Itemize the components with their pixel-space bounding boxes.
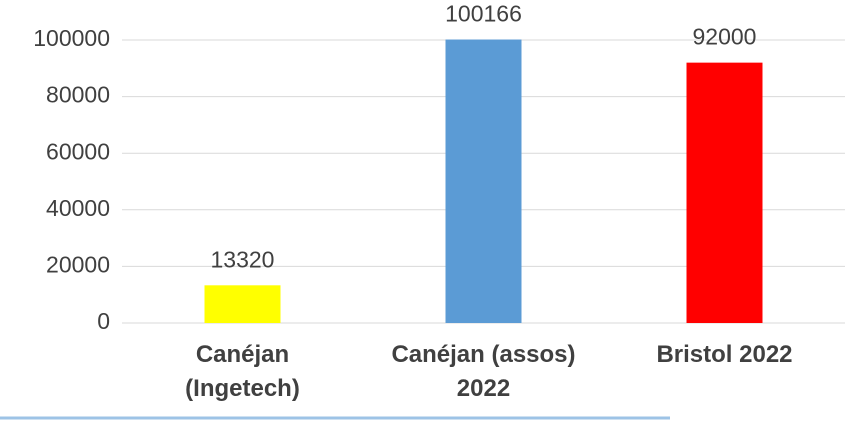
x-tick-label: Canéjan (assos) 2022 xyxy=(391,341,576,402)
bar xyxy=(686,62,763,323)
x-tick-label: Bristol 2022 xyxy=(656,341,793,368)
y-tick-label: 0 xyxy=(97,308,110,334)
y-tick-label: 20000 xyxy=(46,251,110,277)
y-tick-label: 60000 xyxy=(46,138,110,164)
data-label: 100166 xyxy=(445,1,522,27)
y-tick-label: 80000 xyxy=(46,82,110,108)
data-label: 13320 xyxy=(211,246,275,272)
x-tick-label: Canéjan (Ingetech) xyxy=(185,341,300,402)
y-tick-label: 40000 xyxy=(46,195,110,221)
bar xyxy=(204,285,281,323)
bar xyxy=(445,39,522,324)
data-label: 92000 xyxy=(693,24,757,50)
y-tick-label: 100000 xyxy=(33,25,110,51)
